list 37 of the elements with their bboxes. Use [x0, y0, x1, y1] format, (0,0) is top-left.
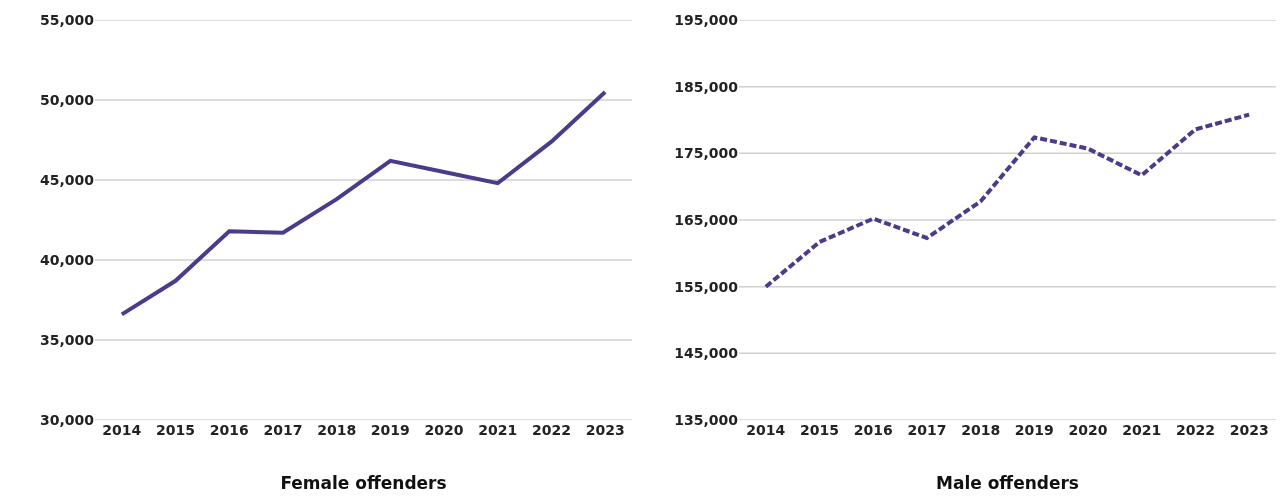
x-tick-label: 2015	[156, 422, 196, 438]
y-tick-label: 195,000	[674, 11, 739, 28]
x-tick-label: 2020	[424, 422, 464, 438]
y-tick-label: 145,000	[674, 345, 739, 362]
line-series	[119, 90, 608, 317]
x-tick-label: 2017	[263, 422, 303, 438]
y-tick-label: 155,000	[674, 278, 739, 295]
y-tick-label: 165,000	[674, 211, 739, 228]
line-series	[763, 112, 1252, 289]
y-tick-label: 55,000	[39, 11, 95, 28]
y-tick-label: 185,000	[674, 78, 739, 95]
x-tick-label: 2016	[853, 422, 893, 438]
x-tick-label: 2022	[1175, 422, 1215, 438]
x-tick-label: 2014	[746, 422, 786, 438]
x-tick-label: 2021	[478, 422, 518, 438]
x-tick-label: 2015	[800, 422, 840, 438]
x-tick-label: 2018	[961, 422, 1001, 438]
y-tick-label: 45,000	[39, 171, 95, 188]
x-axis-title: Male offenders	[936, 473, 1079, 494]
x-tick-label: 2023	[1229, 422, 1269, 438]
y-tick-label: 50,000	[39, 91, 95, 108]
y-tick-label: 175,000	[674, 145, 739, 162]
y-tick-label: 40,000	[39, 251, 95, 268]
y-tick-label: 30,000	[39, 411, 95, 428]
x-tick-label: 2017	[907, 422, 947, 438]
x-tick-label: 2016	[209, 422, 249, 438]
x-tick-label: 2023	[585, 422, 625, 438]
x-tick-label: 2022	[531, 422, 571, 438]
y-tick-label: 135,000	[674, 411, 739, 428]
x-tick-label: 2019	[370, 422, 410, 438]
x-tick-label: 2021	[1122, 422, 1162, 438]
y-tick-label: 35,000	[39, 331, 95, 348]
x-tick-label: 2019	[1014, 422, 1054, 438]
x-tick-label: 2014	[102, 422, 142, 438]
x-axis-title: Female offenders	[280, 473, 447, 494]
x-tick-label: 2020	[1068, 422, 1108, 438]
x-tick-label: 2018	[317, 422, 357, 438]
